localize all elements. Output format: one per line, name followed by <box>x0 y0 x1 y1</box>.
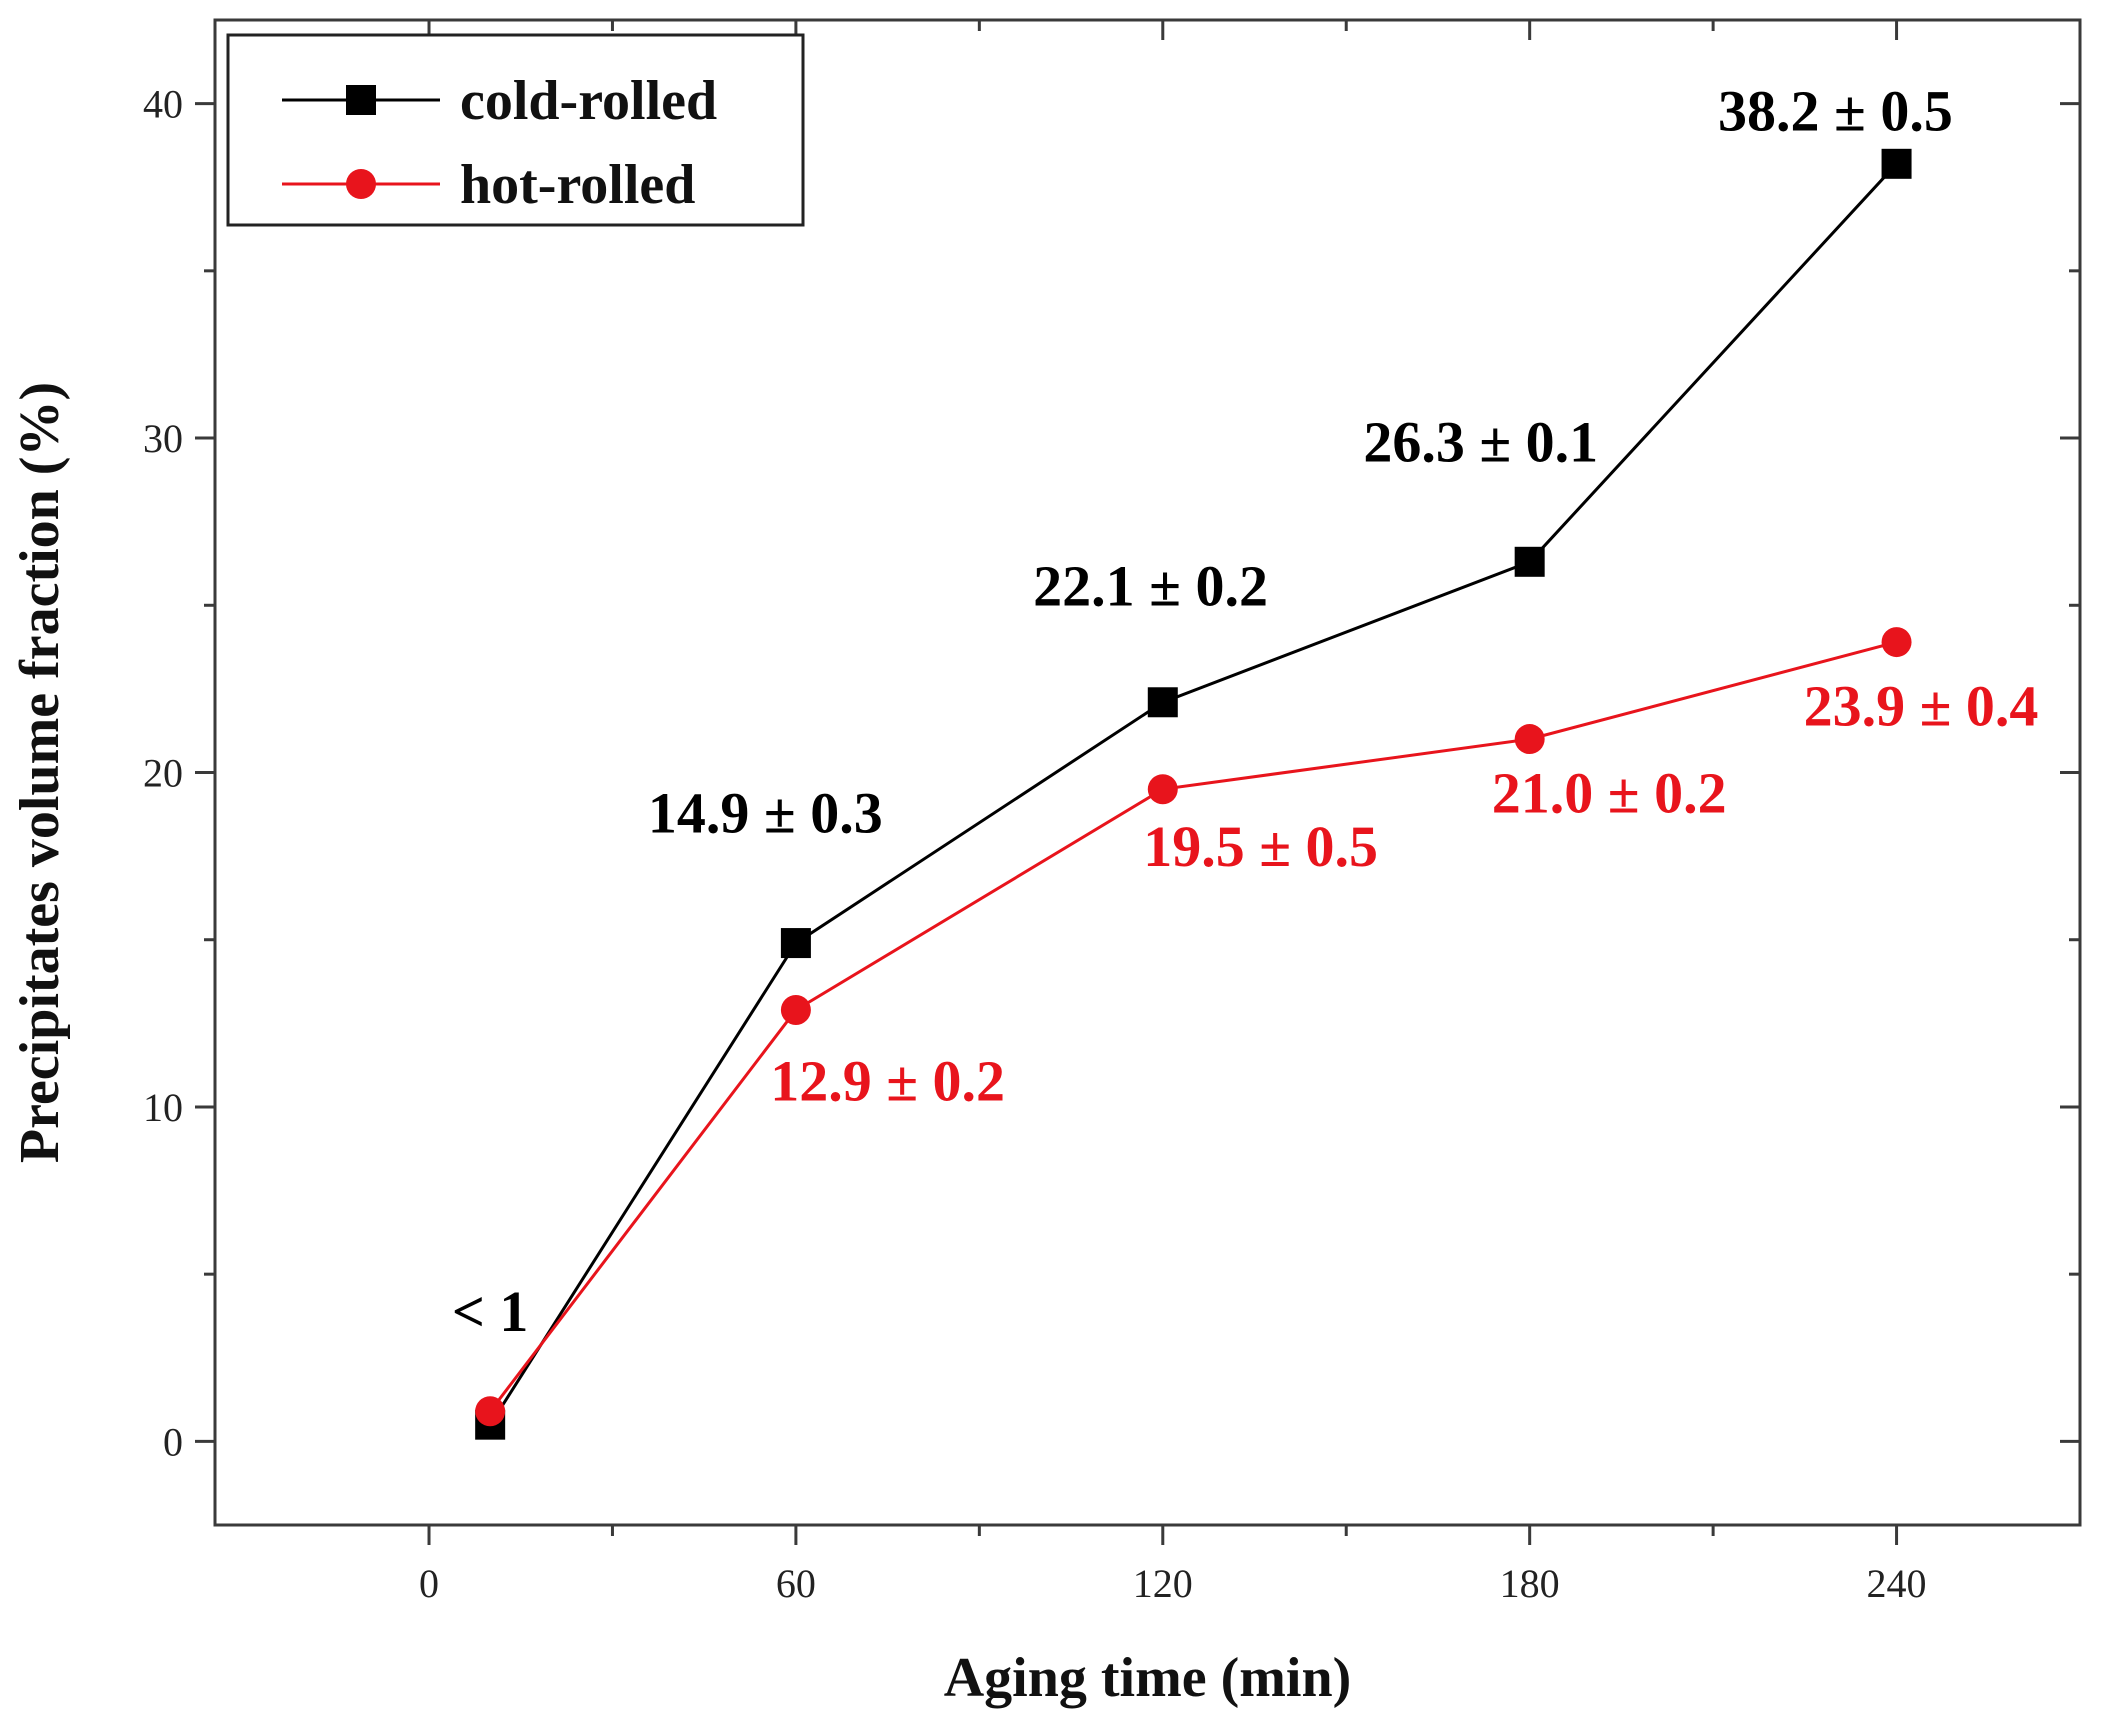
legend-box <box>226 33 805 227</box>
legend-label-hot-rolled: hot-rolled <box>460 154 695 216</box>
legend-marker-hot-rolled <box>346 169 376 199</box>
data-point-cold-rolled <box>780 928 811 959</box>
data-point-cold-rolled <box>1514 546 1545 577</box>
y-tick-label: 30 <box>143 416 183 461</box>
data-label-cold-rolled: 14.9 ± 0.3 <box>648 781 883 846</box>
data-point-hot-rolled <box>1147 774 1178 805</box>
x-axis-title: Aging time (min) <box>944 1647 1352 1709</box>
data-label-hot-rolled: 19.5 ± 0.5 <box>1143 814 1378 879</box>
x-tick-label: 180 <box>1500 1561 1560 1606</box>
data-label-cold-rolled: < 1 <box>452 1279 529 1344</box>
x-tick-label: 240 <box>1867 1561 1927 1606</box>
y-tick-label: 20 <box>143 751 183 796</box>
data-point-hot-rolled <box>475 1396 506 1427</box>
legend-label-cold-rolled: cold-rolled <box>460 70 717 132</box>
data-annotations: < 1 14.9 ± 0.3 22.1 ± 0.2 26.3 ± 0.1 38.2 ± … <box>452 78 2039 1344</box>
data-point-cold-rolled <box>1147 687 1178 718</box>
y-tick-label: 40 <box>143 82 183 127</box>
data-point-cold-rolled <box>1881 148 1912 179</box>
data-label-cold-rolled: 38.2 ± 0.5 <box>1718 78 1953 143</box>
y-tick-label: 0 <box>163 1419 183 1464</box>
x-tick-label: 60 <box>776 1561 816 1606</box>
axes: 0 60 120 180 240 0 10 20 30 40 Aging time (min) Pre… <box>9 18 2082 1709</box>
series-line-hot-rolled <box>489 640 1897 1413</box>
data-point-hot-rolled <box>1514 724 1545 755</box>
legend-marker-cold-rolled <box>346 85 376 115</box>
data-point-hot-rolled <box>780 994 811 1025</box>
y-axis-title: Precipitates volume fraction (%) <box>9 382 71 1163</box>
data-point-hot-rolled <box>1881 627 1912 658</box>
x-tick-label: 120 <box>1133 1561 1193 1606</box>
x-tick-label: 0 <box>419 1561 439 1606</box>
data-label-hot-rolled: 21.0 ± 0.2 <box>1492 761 1727 826</box>
plot-series <box>475 148 1912 1440</box>
legend: cold-rolled hot-rolled <box>226 33 805 227</box>
y-tick-label: 10 <box>143 1085 183 1130</box>
data-label-cold-rolled: 26.3 ± 0.1 <box>1363 409 1598 474</box>
data-label-hot-rolled: 23.9 ± 0.4 <box>1804 674 2039 739</box>
data-label-hot-rolled: 12.9 ± 0.2 <box>770 1048 1005 1113</box>
data-label-cold-rolled: 22.1 ± 0.2 <box>1033 553 1268 618</box>
